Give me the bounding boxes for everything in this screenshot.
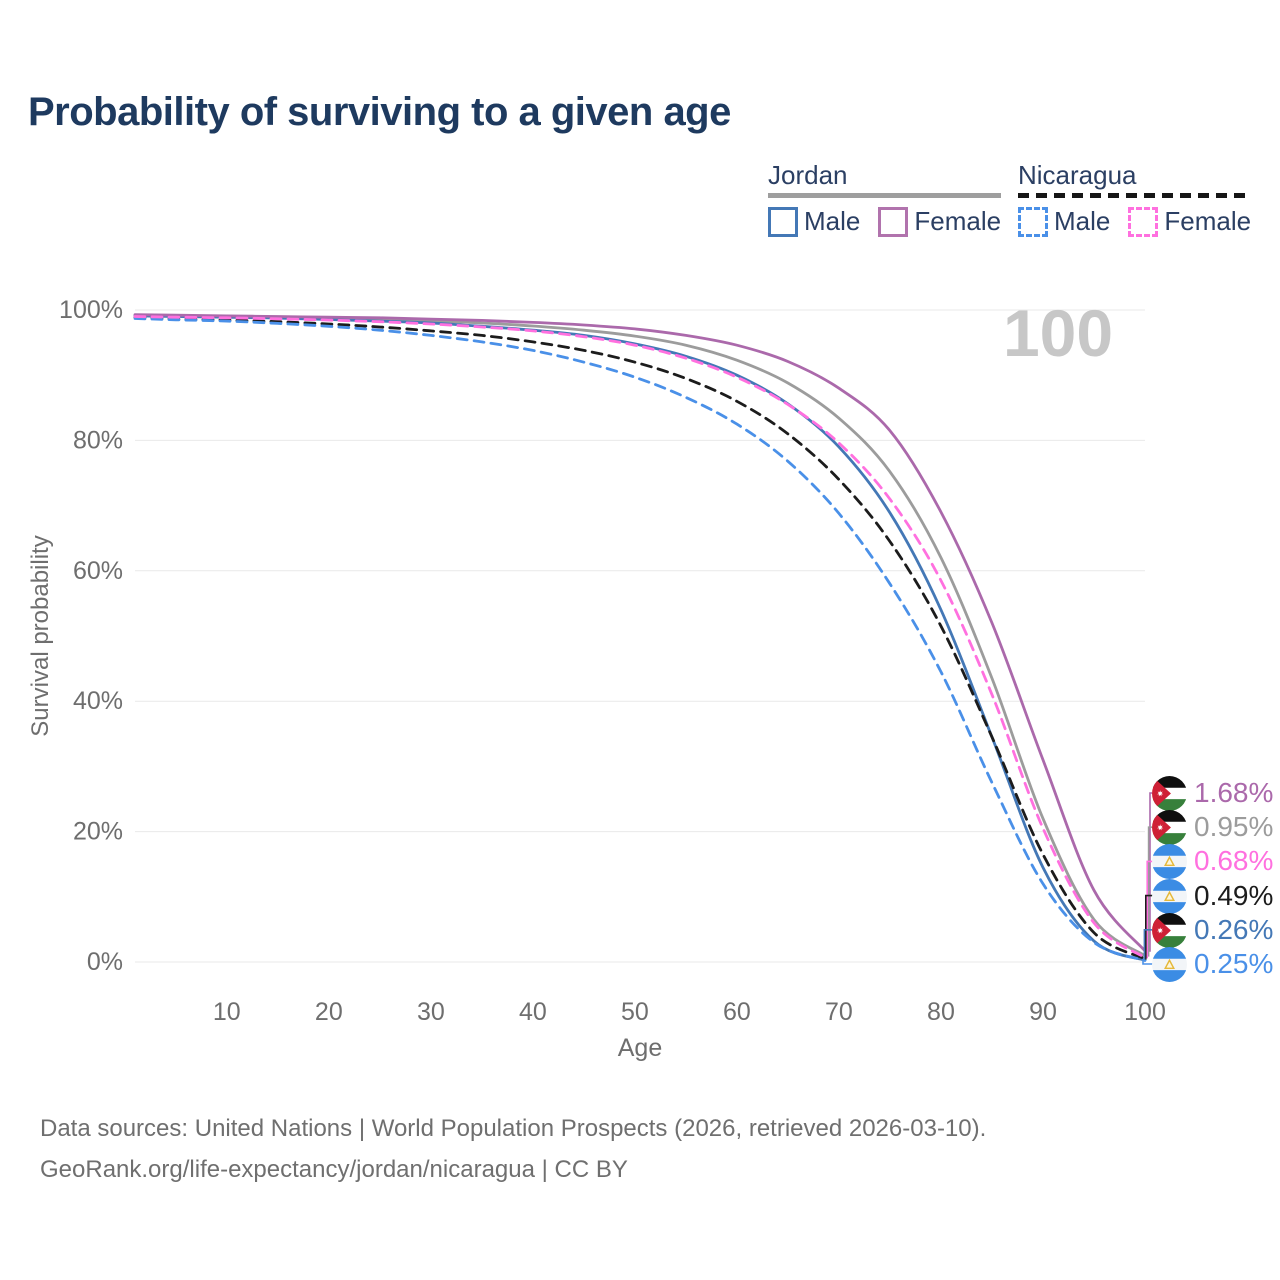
end-label-nicaragua-male[interactable]: 0.25%: [1152, 946, 1273, 982]
end-label-connector-0.25%: [1142, 959, 1153, 965]
x-tick-label-70: 70: [825, 998, 853, 1026]
legend-country-nicaragua[interactable]: Nicaragua: [1018, 160, 1252, 198]
line-jordan-male[interactable]: [133, 314, 1147, 962]
nicaragua-female-swatch: [1128, 206, 1159, 237]
legend-item-nicaragua-male[interactable]: Male: [1018, 206, 1110, 237]
x-tick-label-60: 60: [723, 998, 751, 1026]
legend-group-nicaragua: Nicaragua Male Female: [1018, 160, 1252, 237]
legend-item-jordan-female[interactable]: Female: [878, 206, 1001, 237]
legend-item-label: Male: [804, 206, 861, 236]
end-label-jordan-female[interactable]: 1.68%: [1152, 775, 1273, 811]
jordan-male-swatch: [768, 206, 798, 237]
nicaragua-flag-icon: [1152, 878, 1187, 914]
end-label-jordan-both-sexes[interactable]: 0.95%: [1152, 809, 1273, 845]
y-axis-title: Survival probability: [27, 535, 54, 736]
x-tick-label-10: 10: [213, 998, 241, 1026]
line-nicaragua-both-sexes[interactable]: [133, 315, 1147, 961]
nicaragua-flag-icon: [1152, 843, 1187, 879]
line-jordan-both-sexes[interactable]: [133, 313, 1147, 958]
x-tick-label-20: 20: [315, 998, 343, 1026]
x-tick-label-50: 50: [621, 998, 649, 1026]
x-tick-label-100: 100: [1124, 998, 1166, 1026]
y-tick-label-60%: 60%: [73, 557, 123, 585]
x-tick-label-80: 80: [927, 998, 955, 1026]
legend-group-jordan: Jordan Male Female: [768, 160, 1002, 237]
line-nicaragua-male[interactable]: [133, 317, 1147, 962]
legend-country-jordan[interactable]: Jordan: [768, 160, 1002, 198]
age-watermark: 100: [1002, 296, 1114, 370]
legend-item-label: Female: [914, 206, 1002, 236]
end-label-jordan-male[interactable]: 0.26%: [1152, 912, 1273, 948]
nicaragua-line-style-swatch: [1018, 193, 1252, 198]
jordan-line-style-swatch: [768, 193, 1002, 198]
legend-item-label: Female: [1164, 206, 1252, 236]
end-label-nicaragua-female[interactable]: 0.68%: [1152, 843, 1273, 879]
jordan-flag-icon: [1152, 775, 1187, 811]
footer-data-sources: Data sources: United Nations | World Pop…: [40, 1115, 987, 1142]
y-tick-label-20%: 20%: [73, 818, 123, 846]
legend-item-label: Male: [1054, 206, 1111, 236]
legend-country-label: Jordan: [768, 160, 848, 190]
jordan-flag-icon: [1152, 809, 1187, 845]
legend-item-nicaragua-female[interactable]: Female: [1128, 206, 1251, 237]
end-label-value: 0.95%: [1194, 811, 1274, 842]
end-label-nicaragua-both-sexes[interactable]: 0.49%: [1152, 878, 1273, 914]
x-tick-label-40: 40: [519, 998, 547, 1026]
nicaragua-flag-icon: [1152, 946, 1187, 982]
end-label-value: 1.68%: [1194, 777, 1274, 808]
x-axis-title: Age: [618, 1034, 662, 1062]
end-label-value: 0.25%: [1194, 948, 1274, 979]
nicaragua-male-swatch: [1018, 206, 1048, 237]
end-label-connector-0.49%: [1145, 894, 1153, 960]
line-nicaragua-female[interactable]: [133, 315, 1147, 959]
x-tick-label-30: 30: [417, 998, 445, 1026]
legend-country-label: Nicaragua: [1018, 160, 1137, 190]
y-tick-label-100%: 100%: [59, 296, 123, 324]
footer-attribution: GeoRank.org/life-expectancy/jordan/nicar…: [40, 1156, 628, 1183]
end-label-value: 0.68%: [1194, 845, 1274, 876]
page-title: Probability of surviving to a given age: [28, 90, 731, 134]
y-tick-label-40%: 40%: [73, 687, 123, 715]
jordan-flag-icon: [1152, 912, 1187, 948]
y-tick-label-0%: 0%: [87, 948, 123, 976]
line-jordan-female[interactable]: [133, 313, 1147, 953]
legend-item-jordan-male[interactable]: Male: [768, 206, 860, 237]
y-tick-label-80%: 80%: [73, 426, 123, 454]
end-label-value: 0.26%: [1194, 914, 1274, 945]
jordan-female-swatch: [878, 206, 909, 237]
end-label-value: 0.49%: [1194, 880, 1274, 911]
x-tick-label-90: 90: [1029, 998, 1057, 1026]
footer: Data sources: United Nations | World Pop…: [40, 1108, 986, 1190]
